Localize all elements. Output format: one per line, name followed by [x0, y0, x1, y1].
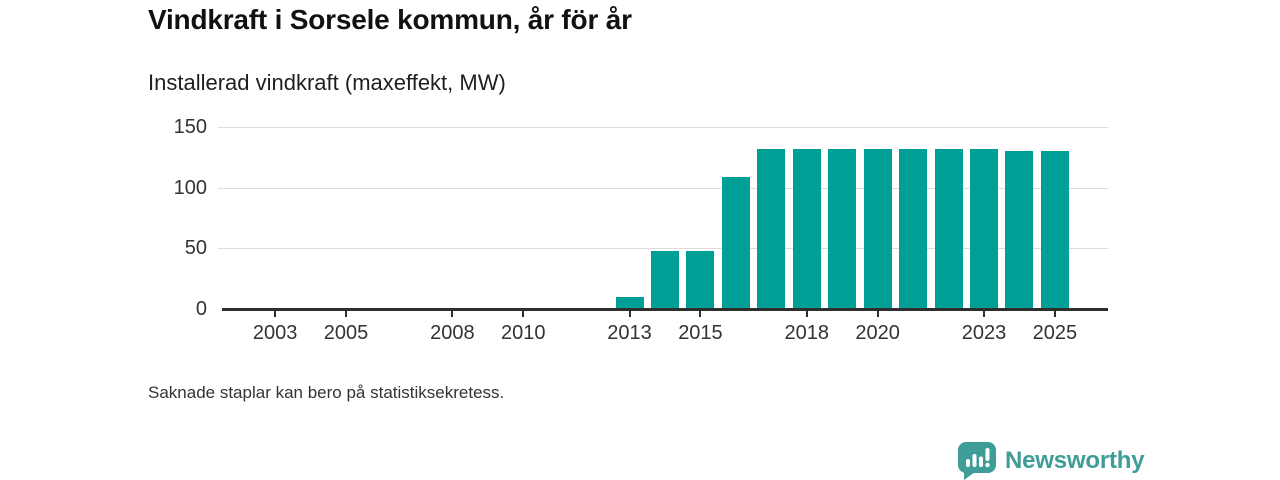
bar-2015	[686, 250, 715, 309]
bar-2020	[863, 148, 892, 309]
x-tick-label: 2005	[323, 322, 369, 344]
chart-subtitle: Installerad vindkraft (maxeffekt, MW)	[148, 70, 506, 95]
x-axis-line	[222, 308, 1108, 311]
x-axis-tick-2018	[805, 311, 808, 317]
x-axis-tick-2023	[982, 311, 985, 317]
x-axis-tick-2010	[522, 311, 525, 317]
newsworthy-logo-text: Newsworthy	[1005, 447, 1145, 474]
x-tick-label: 2008	[430, 322, 475, 344]
x-tick-label: 2013	[607, 322, 652, 344]
y-tick-label: 150	[173, 116, 207, 138]
gridline-100	[218, 187, 1108, 189]
x-tick-label: 2023	[961, 322, 1007, 344]
x-tick-label: 2015	[678, 322, 723, 344]
y-tick-label: 100	[173, 176, 207, 199]
bar-2024	[1005, 151, 1034, 309]
gridline-150	[218, 127, 1108, 128]
y-tick-label: 50	[184, 237, 207, 260]
bar-2014	[651, 250, 679, 309]
bar-2021	[899, 148, 928, 309]
chart-title: Vindkraft i Sorsele kommun, år för år	[148, 4, 632, 35]
x-axis-tick-2005	[345, 311, 348, 317]
newsworthy-logo: Newsworthy	[956, 442, 1145, 480]
x-axis-tick-2025	[1053, 311, 1056, 317]
chart-footnote: Saknade staplar kan bero på statistiksek…	[148, 383, 505, 402]
x-tick-label: 2020	[855, 322, 900, 344]
newsworthy-bubble-chart-icon	[956, 442, 998, 480]
x-tick-label: 2003	[252, 322, 298, 344]
bar-2013	[615, 296, 644, 309]
bar-2018	[792, 148, 821, 309]
x-axis-tick-2008	[451, 311, 454, 317]
x-axis-tick-2013	[628, 311, 631, 317]
x-tick-label: 2010	[500, 322, 546, 344]
x-tick-label: 2018	[784, 322, 830, 344]
bar-2025	[1040, 151, 1069, 309]
bar-2019	[828, 148, 857, 309]
x-axis-tick-2015	[699, 311, 702, 317]
gridline-50	[218, 248, 1108, 250]
x-axis-tick-2020	[876, 311, 879, 317]
bar-2016	[721, 176, 750, 309]
x-axis-tick-2003	[274, 311, 277, 317]
bar-2022	[934, 148, 963, 309]
bar-2023	[969, 148, 998, 309]
y-tick-label: 0	[195, 298, 207, 320]
x-tick-label: 2025	[1032, 322, 1078, 344]
bar-2017	[757, 148, 786, 309]
